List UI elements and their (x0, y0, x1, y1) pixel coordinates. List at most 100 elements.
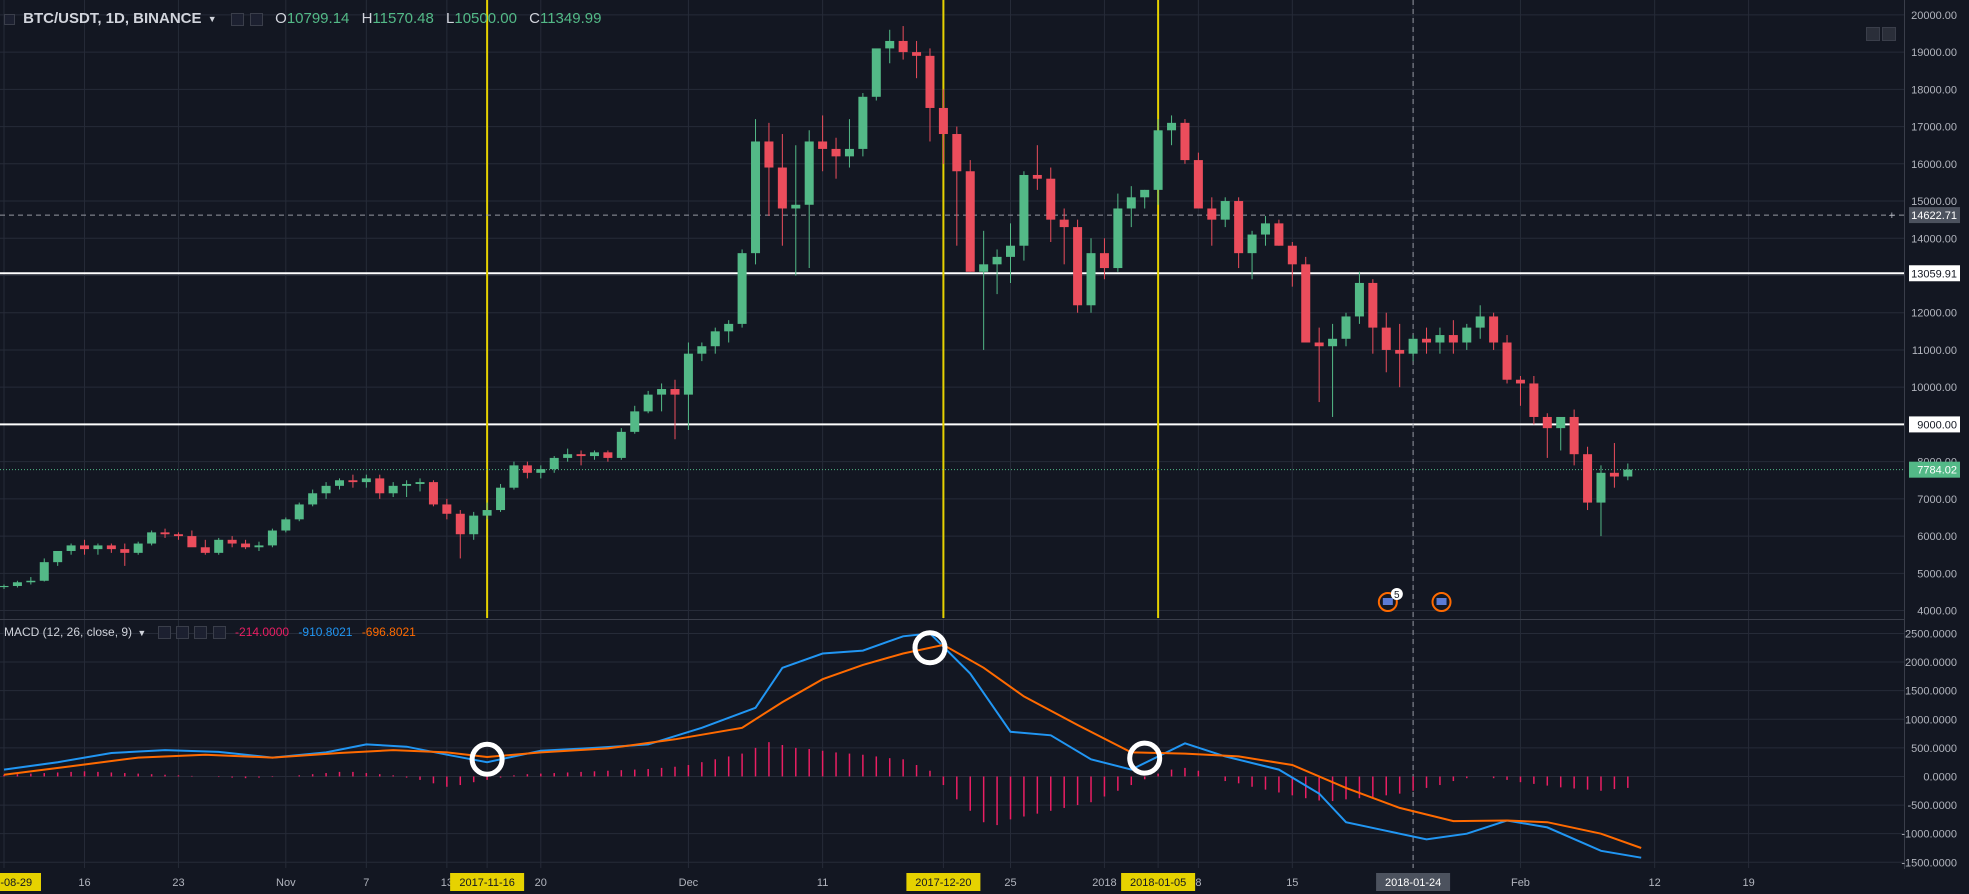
candle-body (12, 582, 22, 586)
candle-body (1193, 160, 1203, 209)
macd-tick-label: 1000.0000 (1905, 714, 1957, 726)
candle-body (925, 55, 935, 108)
candle-body (254, 545, 264, 548)
price-tick-label: 15000.00 (1911, 196, 1957, 208)
candle-body (979, 264, 989, 272)
candle-body (1167, 122, 1177, 131)
price-tick-label: 17000.00 (1911, 122, 1957, 134)
price-tick-label: 11000.00 (1912, 345, 1957, 357)
candle-body (992, 256, 1002, 265)
candle-body (482, 510, 492, 516)
horizontal-levels[interactable] (0, 272, 1904, 426)
flag-icon (1436, 598, 1447, 605)
chevron-down-icon[interactable]: ▼ (207, 14, 217, 25)
candle-body (616, 431, 626, 458)
candle-body (496, 487, 506, 511)
candle-body (321, 485, 331, 494)
collapse-icon[interactable] (4, 13, 15, 25)
level-tag-bg (1909, 265, 1960, 282)
time-label-highlight (906, 873, 981, 891)
candle-body (214, 539, 224, 553)
price-tick-label: 12000.00 (1911, 308, 1957, 320)
close-label: C (529, 10, 540, 27)
eye-icon[interactable] (230, 12, 244, 26)
candle-body (965, 171, 975, 272)
crossover-circle (1127, 740, 1163, 776)
more-icon[interactable] (194, 626, 208, 640)
candle-body (1515, 379, 1525, 384)
last-price-tag: 7784.02 (1917, 465, 1957, 477)
candle-body (643, 394, 653, 412)
time-tick-label: 2018 (1092, 877, 1116, 889)
time-axis[interactable]: 2017-08-29 16 23 Nov 7 13 2017-11-16 20 Dec 11 201… (0, 869, 1969, 894)
time-label-highlight (1121, 873, 1196, 891)
time-label-highlight (0, 873, 41, 891)
candle-body (1556, 416, 1566, 429)
candle-body (1113, 208, 1123, 269)
close-icon[interactable] (212, 626, 226, 640)
candle-body (1328, 338, 1338, 347)
candle-body (227, 539, 237, 544)
eye-icon[interactable] (157, 626, 171, 640)
minimize-icon[interactable] (1882, 27, 1896, 41)
candle-body (657, 389, 667, 395)
candle-body (26, 580, 36, 583)
candle-body (93, 545, 103, 550)
candle-body (1542, 416, 1552, 429)
candle-body (147, 532, 157, 544)
event-count-badge (1390, 588, 1403, 600)
time-label-highlight (450, 873, 525, 891)
candle-body (1569, 416, 1579, 455)
time-tick-label: 11 (817, 877, 828, 889)
close-value: 11349.99 (539, 10, 602, 27)
candle-body (1609, 472, 1619, 477)
candle-body (630, 411, 640, 432)
time-tick-label: 16 (78, 877, 90, 889)
settings-icon[interactable] (176, 626, 189, 640)
candle-body (1314, 342, 1324, 347)
candle-body (563, 454, 573, 458)
time-tick-label: 19 (1742, 877, 1754, 889)
macd-tick-label: 2000.0000 (1905, 657, 1957, 669)
candle-body (1287, 245, 1297, 265)
candle-body (1153, 130, 1163, 190)
candle-body (509, 465, 519, 488)
candle-body (1032, 174, 1042, 179)
candle-body (589, 452, 599, 457)
settings-icon[interactable] (249, 12, 263, 26)
candle-body (187, 536, 197, 548)
candle-body (120, 549, 130, 553)
candle-body (415, 482, 425, 484)
macd-tick-label: 1500.0000 (1905, 686, 1957, 698)
maximize-icon[interactable] (1866, 27, 1880, 41)
candle-body (1341, 316, 1351, 339)
candle-body (375, 478, 385, 494)
candle-body (737, 253, 747, 324)
symbol-title[interactable]: BTC/USDT, 1D, BINANCE (23, 10, 202, 27)
event-markers[interactable]: 5 (1377, 588, 1452, 612)
candle-body (455, 513, 465, 535)
candle-body (1408, 338, 1418, 354)
macd-tick-label: -1500.0000 (1901, 857, 1957, 869)
macd-line-value: -910.8021 (298, 625, 353, 639)
macd-tick-label: 500.0000 (1911, 743, 1957, 755)
candle-body (1529, 383, 1539, 417)
candle-body (281, 519, 291, 531)
candle-body (294, 504, 304, 520)
chevron-down-icon[interactable]: ▼ (137, 627, 147, 638)
candle-body (1489, 316, 1499, 343)
macd-hist-value: -214.0000 (235, 625, 290, 639)
candle-body (697, 346, 707, 354)
candle-body (1086, 253, 1096, 306)
candle-body (844, 148, 854, 157)
candle-body (428, 482, 438, 505)
candle-body (80, 545, 90, 550)
macd-title[interactable]: MACD (12, 26, close, 9) (4, 625, 133, 639)
candle-body (724, 323, 734, 332)
candle-body (53, 550, 63, 563)
candle-body (1583, 454, 1593, 503)
candle-body (952, 134, 962, 172)
candle-body (106, 545, 116, 550)
